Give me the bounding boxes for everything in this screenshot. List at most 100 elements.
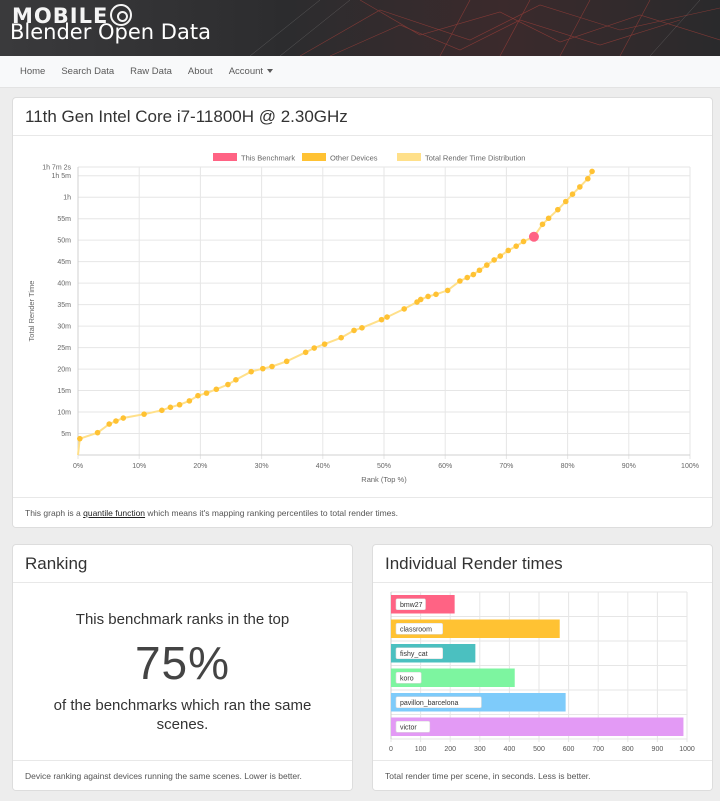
other-device-point <box>176 401 183 408</box>
y-tick-label: 35m <box>57 302 71 309</box>
x-axis-title: Rank (Top %) <box>361 475 407 484</box>
y-tick-label: 5m <box>61 431 71 438</box>
x-tick-label: 10% <box>132 463 146 470</box>
other-device-point <box>497 253 504 259</box>
other-device-point <box>545 215 552 222</box>
scene-label-box <box>395 671 422 684</box>
other-device-point <box>425 293 431 300</box>
other-device-point <box>260 365 266 372</box>
other-device-point <box>562 198 569 205</box>
x-tick-label: 40% <box>316 463 330 470</box>
other-device-point <box>491 257 497 263</box>
legend-label: Other Devices <box>330 154 378 163</box>
other-device-point <box>505 247 512 254</box>
y-tick-label: 45m <box>57 259 71 266</box>
legend-label: This Benchmark <box>241 154 295 163</box>
y-tick-label: 1h 7m 2s <box>42 165 71 172</box>
x-tick-label: 900 <box>652 746 664 753</box>
x-tick-label: 60% <box>438 463 452 470</box>
other-device-point <box>464 274 471 281</box>
scene-label-box <box>395 696 482 709</box>
scene-label: fishy_cat <box>400 651 428 658</box>
other-device-point <box>283 358 290 365</box>
legend-swatch <box>302 153 326 161</box>
other-device-point <box>555 206 561 213</box>
other-device-point <box>186 398 193 404</box>
other-device-point <box>384 314 390 320</box>
scene-label-box <box>395 598 426 611</box>
other-device-point <box>401 306 407 312</box>
other-device-point <box>159 407 165 414</box>
other-device-point <box>569 191 576 197</box>
ranking-title: Ranking <box>13 545 352 583</box>
ranking-card: Ranking This benchmark ranks in the top … <box>12 544 353 791</box>
other-device-point <box>195 392 201 399</box>
render-times-card: Individual Render times 0 100 200 300 400 500… <box>372 544 713 791</box>
other-device-point <box>444 287 451 294</box>
nav-home[interactable]: Home <box>20 66 46 77</box>
other-device-point <box>203 390 210 396</box>
nav-raw-data[interactable]: Raw Data <box>130 66 172 77</box>
other-device-point <box>577 184 583 190</box>
x-tick-label: 100% <box>681 463 699 470</box>
y-axis-title: Total Render Time <box>27 281 36 342</box>
chart-footer: This graph is a quantile function which … <box>13 497 712 527</box>
top-navbar: Home Search Data Raw Data About Account <box>0 56 720 88</box>
chart-footer-prefix: This graph is a <box>25 508 84 518</box>
y-tick-label: 30m <box>57 324 71 331</box>
other-device-point <box>141 411 147 417</box>
x-tick-label: 80% <box>561 463 575 470</box>
y-tick-label: 25m <box>57 345 71 352</box>
x-tick-label: 300 <box>474 746 486 753</box>
nav-about[interactable]: About <box>187 66 213 77</box>
y-tick-label: 1h <box>63 195 71 202</box>
quantile-function-link[interactable]: quantile function <box>83 508 146 518</box>
legend-swatch <box>397 153 421 161</box>
scene-bar <box>391 668 515 687</box>
other-device-point <box>433 291 439 298</box>
site-banner: MOBILE Blender Open Data <box>0 0 720 56</box>
other-device-point <box>520 238 527 245</box>
chart-footer-suffix: which means it's mapping ranking percent… <box>145 508 399 518</box>
x-tick-label: 20% <box>193 463 207 470</box>
other-device-point <box>513 243 519 249</box>
ranking-footer: Device ranking against devices running t… <box>13 760 352 790</box>
other-device-point <box>113 418 119 424</box>
other-device-point <box>233 377 239 383</box>
other-device-point <box>302 349 309 356</box>
other-device-point <box>311 345 318 351</box>
ranking-percent: 75% <box>134 637 231 689</box>
nav-account-dropdown[interactable]: Account <box>221 66 281 77</box>
other-device-point <box>213 386 220 393</box>
ranking-outro-text: of the benchmarks which ran the same sce… <box>53 697 312 733</box>
other-device-point <box>94 429 101 436</box>
render-times-bar-chart: 0 100 200 300 400 500 600 700 800 900 1000 bmw27 cla… <box>389 591 695 753</box>
x-tick-label: 700 <box>592 746 604 753</box>
y-tick-label: 15m <box>57 388 71 395</box>
other-device-point <box>106 421 113 427</box>
watermark-text: MOBILE <box>12 4 109 28</box>
x-tick-label: 100 <box>415 746 427 753</box>
ranking-body: This benchmark ranks in the top 75% of t… <box>13 583 352 734</box>
x-tick-label: 0 <box>389 746 393 753</box>
scene-label: classroom <box>400 626 432 633</box>
y-tick-label: 10m <box>57 410 71 417</box>
other-device-point <box>269 363 275 370</box>
device-chart-card: 11th Gen Intel Core i7-11800H @ 2.30GHz … <box>12 97 713 528</box>
other-device-point <box>539 221 546 228</box>
y-tick-label: 50m <box>57 238 71 245</box>
other-device-point <box>77 435 83 442</box>
other-device-point <box>248 368 254 375</box>
watermark-logo: MOBILE <box>12 4 133 28</box>
other-device-point <box>359 325 365 331</box>
other-device-point <box>120 415 127 421</box>
x-tick-label: 0% <box>73 463 83 470</box>
render-times-title: Individual Render times <box>373 545 712 583</box>
scene-label: koro <box>400 675 414 682</box>
quantile-chart: This Benchmark Other Devices Total Render … <box>27 153 699 484</box>
nav-search-data[interactable]: Search Data <box>61 66 115 77</box>
x-tick-label: 1000 <box>679 746 695 753</box>
scene-label: pavillon_barcelona <box>400 700 458 707</box>
y-tick-label: 55m <box>57 216 71 223</box>
site-title[interactable]: Blender Open Data <box>10 20 211 44</box>
